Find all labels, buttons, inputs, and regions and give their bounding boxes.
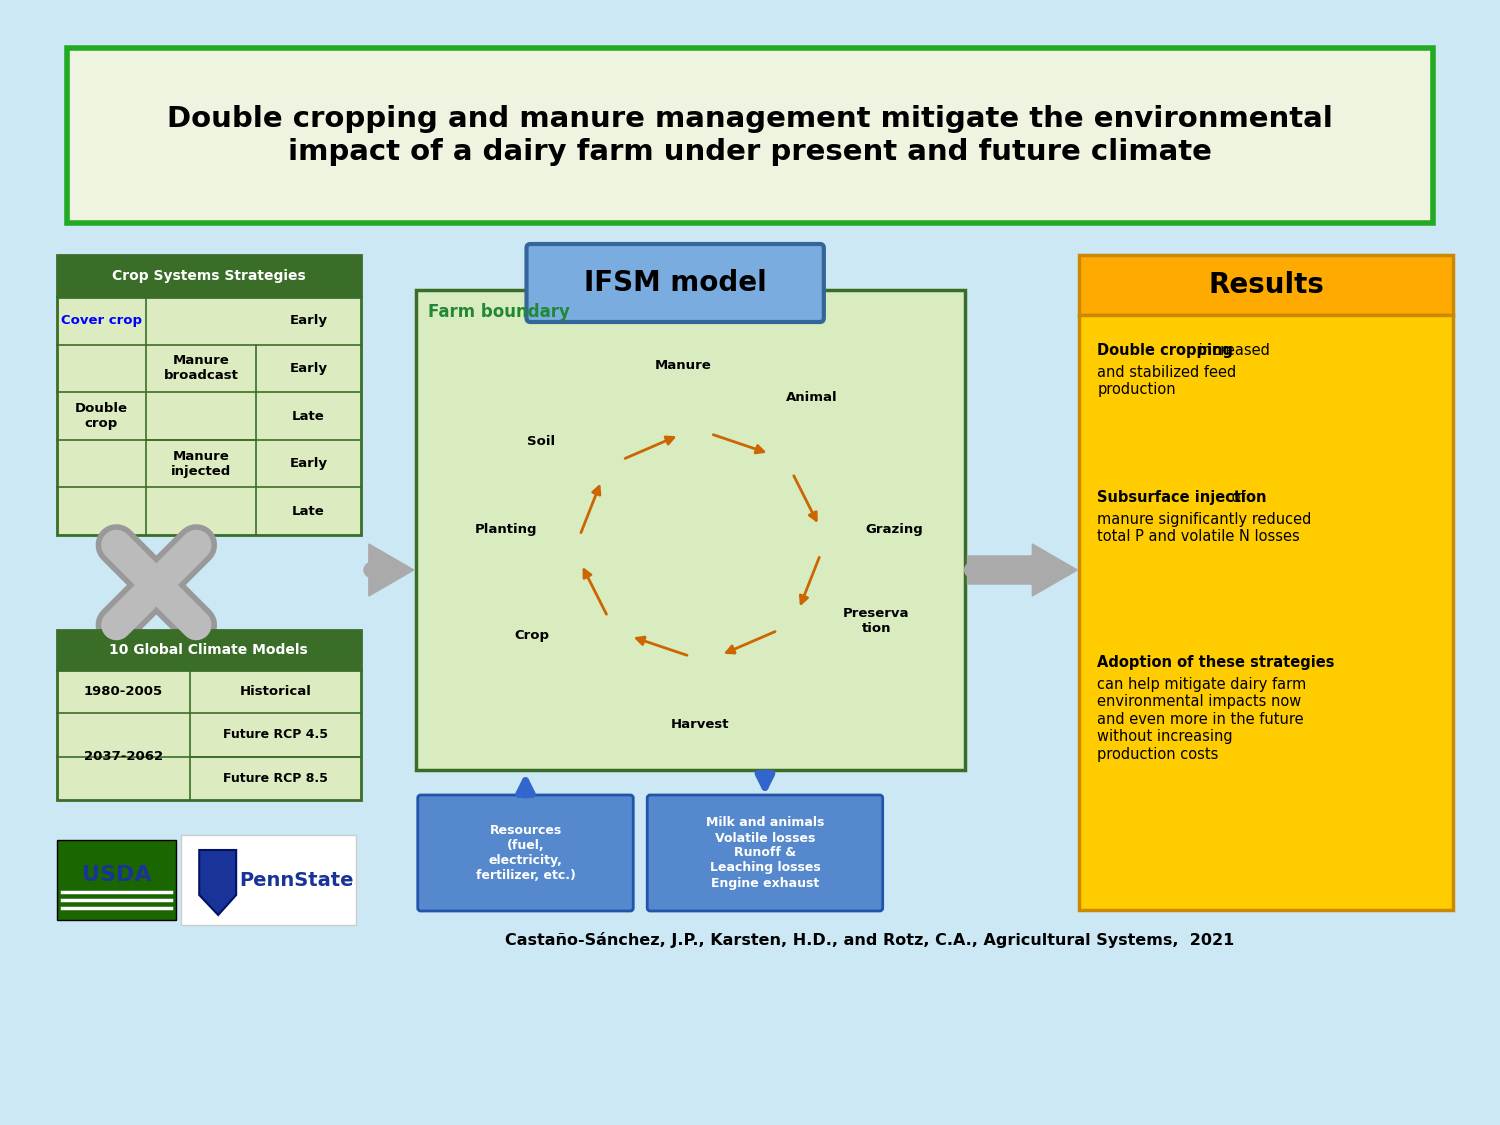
Polygon shape bbox=[200, 850, 236, 915]
Text: Manure
broadcast: Manure broadcast bbox=[164, 354, 238, 382]
Text: Castaño-Sánchez, J.P., Karsten, H.D., and Rotz, C.A., Agricultural Systems,  202: Castaño-Sánchez, J.P., Karsten, H.D., an… bbox=[506, 932, 1234, 948]
Text: 2037-2062: 2037-2062 bbox=[84, 750, 164, 763]
Text: Manure: Manure bbox=[656, 359, 711, 372]
Text: Double cropping: Double cropping bbox=[1096, 343, 1233, 358]
FancyBboxPatch shape bbox=[57, 840, 177, 920]
Text: Future RCP 8.5: Future RCP 8.5 bbox=[224, 772, 328, 785]
Text: 10 Global Climate Models: 10 Global Climate Models bbox=[110, 644, 308, 657]
Text: Early: Early bbox=[290, 457, 327, 470]
Text: Crop Systems Strategies: Crop Systems Strategies bbox=[112, 269, 306, 284]
FancyBboxPatch shape bbox=[1080, 315, 1454, 910]
Text: Soil: Soil bbox=[526, 435, 555, 448]
Text: Historical: Historical bbox=[240, 685, 312, 699]
Text: Crop: Crop bbox=[514, 629, 549, 641]
Text: Harvest: Harvest bbox=[670, 719, 729, 731]
Text: Cover crop: Cover crop bbox=[62, 314, 142, 327]
Text: Farm boundary: Farm boundary bbox=[427, 303, 570, 321]
Text: Resources
(fuel,
electricity,
fertilizer, etc.): Resources (fuel, electricity, fertilizer… bbox=[476, 824, 576, 882]
Text: 1980-2005: 1980-2005 bbox=[84, 685, 164, 699]
FancyBboxPatch shape bbox=[1080, 255, 1454, 315]
Text: Preserva
tion: Preserva tion bbox=[843, 608, 909, 636]
Text: Grazing: Grazing bbox=[865, 523, 922, 536]
Text: USDA: USDA bbox=[81, 865, 152, 885]
Text: can help mitigate dairy farm
environmental impacts now
and even more in the futu: can help mitigate dairy farm environment… bbox=[1096, 677, 1306, 762]
Text: IFSM model: IFSM model bbox=[584, 269, 766, 297]
FancyBboxPatch shape bbox=[526, 244, 824, 322]
Text: increased: increased bbox=[1194, 343, 1270, 358]
FancyBboxPatch shape bbox=[57, 670, 362, 800]
FancyBboxPatch shape bbox=[57, 630, 362, 670]
Text: of: of bbox=[1227, 490, 1245, 505]
FancyBboxPatch shape bbox=[57, 255, 362, 297]
Text: and stabilized feed
production: and stabilized feed production bbox=[1096, 364, 1236, 397]
Text: Results: Results bbox=[1209, 271, 1324, 299]
FancyArrow shape bbox=[968, 544, 1077, 596]
FancyBboxPatch shape bbox=[182, 835, 356, 925]
Text: Early: Early bbox=[290, 362, 327, 375]
Text: Planting: Planting bbox=[476, 523, 537, 536]
Text: Adoption of these strategies: Adoption of these strategies bbox=[1096, 655, 1335, 670]
Text: Late: Late bbox=[292, 410, 326, 423]
Text: Early: Early bbox=[290, 314, 327, 327]
FancyBboxPatch shape bbox=[57, 297, 362, 536]
Text: Animal: Animal bbox=[786, 392, 837, 404]
FancyBboxPatch shape bbox=[646, 795, 882, 911]
Text: Double
crop: Double crop bbox=[75, 402, 128, 430]
Text: Late: Late bbox=[292, 505, 326, 518]
FancyBboxPatch shape bbox=[416, 290, 964, 770]
FancyBboxPatch shape bbox=[417, 795, 633, 911]
Text: manure significantly reduced
total P and volatile N losses: manure significantly reduced total P and… bbox=[1096, 512, 1311, 544]
Text: Milk and animals
Volatile losses
Runoff &
Leaching losses
Engine exhaust: Milk and animals Volatile losses Runoff … bbox=[706, 817, 824, 890]
FancyBboxPatch shape bbox=[66, 48, 1434, 223]
Text: PennState: PennState bbox=[238, 871, 354, 890]
Text: Future RCP 4.5: Future RCP 4.5 bbox=[224, 729, 328, 741]
Text: Manure
injected: Manure injected bbox=[171, 450, 231, 478]
Text: Double cropping and manure management mitigate the environmental
impact of a dai: Double cropping and manure management mi… bbox=[166, 106, 1334, 165]
FancyArrow shape bbox=[369, 544, 414, 596]
Text: Subsurface injection: Subsurface injection bbox=[1096, 490, 1266, 505]
